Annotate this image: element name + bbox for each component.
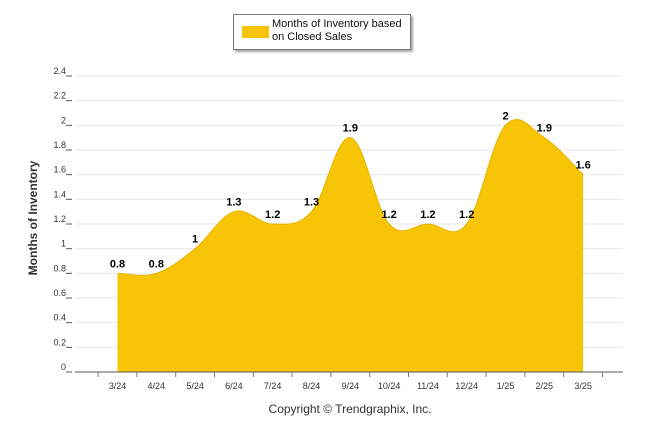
y-tick-label: 1.8	[53, 140, 66, 150]
data-label: 1.2	[459, 209, 474, 221]
y-tick-label: 1.4	[53, 189, 66, 199]
y-tick-label: 1.2	[53, 214, 66, 224]
data-label: 1.9	[537, 123, 552, 135]
x-tick-label: 6/24	[225, 381, 243, 391]
series-line	[117, 118, 584, 276]
data-label: 1.6	[575, 160, 590, 172]
legend-label: Months of Inventory based on Closed Sale…	[272, 18, 402, 43]
x-tick-label: 3/24	[109, 381, 127, 391]
data-label: 0.8	[149, 258, 164, 270]
y-axis-ticks: 0 0.2 0.4 0.6 0.8 1 1.2 1.4 1.6 1.8 2 2.2 2.4	[53, 66, 72, 373]
x-tick-label: 5/24	[186, 381, 204, 391]
data-area	[117, 118, 584, 372]
x-tick-label: 4/24	[148, 381, 166, 391]
data-label: 1.2	[381, 209, 396, 221]
y-tick-label: 0.6	[53, 288, 66, 298]
data-label: 1.2	[265, 209, 280, 221]
y-tick-label: 1.6	[53, 165, 66, 175]
x-tick-label: 7/24	[264, 381, 282, 391]
data-label: 1.3	[304, 197, 319, 209]
legend-swatch	[242, 26, 269, 38]
y-tick-label: 0.2	[53, 337, 66, 347]
x-tick-label: 1/25	[497, 381, 515, 391]
data-label: 0.8	[110, 258, 125, 270]
x-axis: 3/24 4/24 5/24 6/24 7/24 8/24 9/24 10/24 11/24 12…	[75, 371, 623, 391]
y-axis-title: Months of Inventory	[26, 160, 40, 276]
y-tick-label: 0.8	[53, 263, 66, 273]
data-label: 1	[192, 234, 198, 246]
x-tick-label: 11/24	[417, 381, 439, 391]
x-tick-label: 2/25	[536, 381, 554, 391]
y-tick-label: 0	[61, 362, 66, 372]
x-tick-label: 3/25	[574, 381, 592, 391]
y-tick-label: 2	[61, 115, 66, 125]
x-tick-label: 9/24	[342, 381, 360, 391]
data-labels: 0.8 0.8 1 1.3 1.2 1.3 1.9 1.2 1.2 1.2 2 1.9 1.6	[110, 110, 591, 270]
data-label: 1.3	[226, 197, 241, 209]
series-area	[117, 119, 584, 372]
y-tick-label: 1	[61, 239, 66, 249]
data-label: 1.2	[420, 209, 435, 221]
y-tick-label: 0.4	[53, 313, 66, 323]
x-tick-label: 10/24	[378, 381, 401, 391]
data-label: 1.9	[343, 123, 358, 135]
data-label: 2	[502, 110, 508, 122]
legend[interactable]: Months of Inventory based on Closed Sale…	[233, 14, 411, 50]
x-tick-label: 12/24	[455, 381, 478, 391]
x-tick-label: 8/24	[303, 381, 321, 391]
copyright-text: Copyright © Trendgraphix, Inc.	[268, 402, 432, 416]
y-tick-label: 2.2	[53, 91, 66, 101]
y-tick-label: 2.4	[53, 66, 66, 76]
